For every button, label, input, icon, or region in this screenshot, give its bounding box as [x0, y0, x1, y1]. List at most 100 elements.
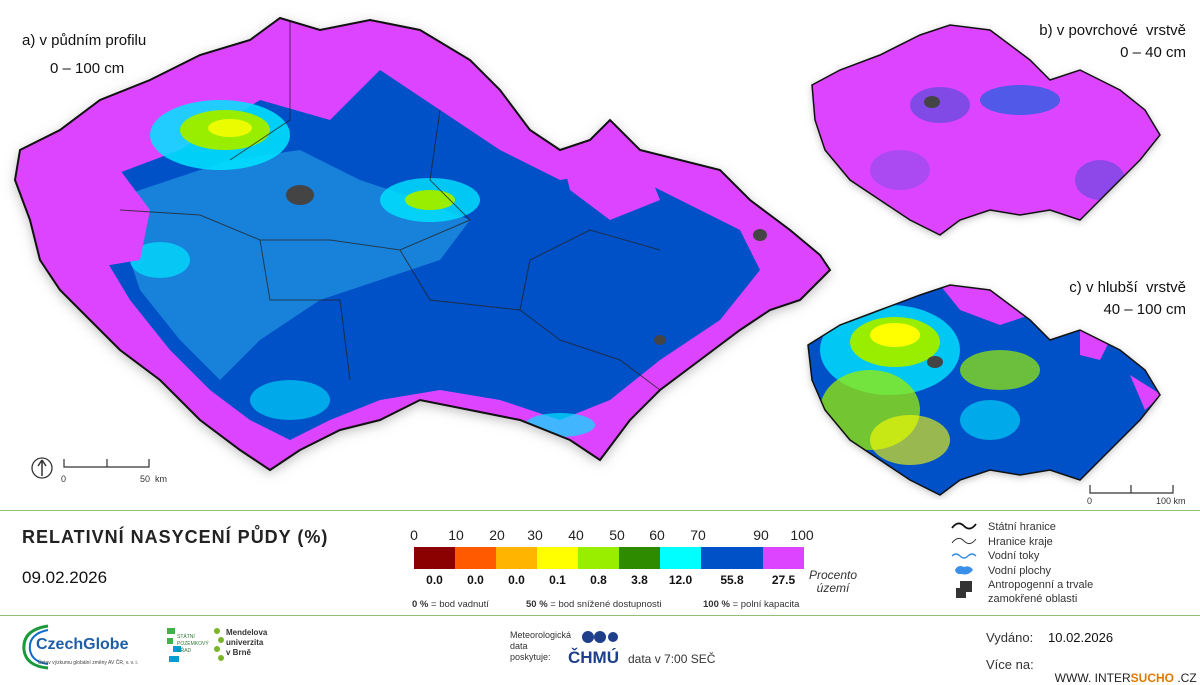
water-body-icon	[955, 566, 973, 575]
area-label: Procento území	[805, 569, 861, 595]
note-reduced-availability: 50 % = bod snížené dostupnosti	[526, 599, 661, 610]
url-suffix: .CZ	[1174, 671, 1197, 685]
panel-b-depth: 0 – 40 cm	[1120, 44, 1186, 61]
color-swatch	[578, 547, 619, 569]
data-time: data v 7:00 SEČ	[628, 652, 716, 666]
url-brand: SUCHO	[1130, 671, 1174, 685]
chmu-name: ČHMÚ	[568, 648, 619, 667]
note-value: 50 %	[526, 599, 548, 610]
legend-date: 09.02.2026	[22, 568, 108, 587]
panel-a-label: a) v půdním profilu	[22, 32, 147, 49]
color-swatch	[496, 547, 537, 569]
panel-a-title: a) v půdním profilu 0 – 100 cm	[22, 30, 146, 80]
legend-divider-top	[0, 510, 1200, 511]
scalebar-main-start: 0	[61, 474, 67, 484]
scale-tick: 60	[649, 527, 665, 543]
class-percent: 0.0	[508, 573, 525, 587]
note-text: = bod snížené dostupnosti	[550, 599, 662, 610]
color-swatch	[763, 547, 804, 569]
note-value: 100 %	[703, 599, 730, 610]
mendel-line2: univerzita	[226, 638, 264, 647]
percent-area-row: 0.0 0.0 0.0 0.1 0.8 3.8 12.0 55.8 27.5	[414, 573, 804, 589]
note-wilting-point: 0 % = bod vadnutí	[412, 599, 489, 610]
note-field-capacity: 100 % = polní kapacita	[703, 599, 799, 610]
czechglobe-name: CzechGlobe	[36, 636, 129, 653]
panel-c-depth: 40 – 100 cm	[1103, 301, 1186, 318]
scale-tick: 50	[609, 527, 625, 543]
surface-layer-map	[811, 24, 1161, 236]
panel-a-depth: 0 – 100 cm	[50, 60, 125, 77]
color-swatch	[455, 547, 496, 569]
spu-logo: STÁTNÍ POZEMKOVÝ ÚŘAD	[165, 624, 215, 672]
color-swatch	[660, 547, 701, 569]
issued-date: 10.02.2026	[1048, 630, 1114, 645]
main-soil-map	[13, 16, 832, 472]
scale-tick: 0	[410, 527, 418, 543]
provider-line3: poskytuje:	[510, 652, 551, 662]
scalebar-small-end: 100 km	[1156, 496, 1186, 506]
north-arrow-icon	[31, 457, 53, 479]
scale-tick: 40	[568, 527, 584, 543]
scale-tick: 30	[527, 527, 543, 543]
class-percent: 0.0	[426, 573, 443, 587]
class-percent: 0.0	[467, 573, 484, 587]
provider-line2: data	[510, 641, 528, 651]
color-swatch	[701, 547, 763, 569]
scalebar-small	[1089, 485, 1174, 494]
scalebar-main	[63, 459, 150, 468]
chmu-logo-icon	[582, 631, 618, 643]
more-label: Více na:	[986, 657, 1034, 672]
legend-water-bodies: Vodní plochy	[988, 565, 1051, 577]
legend-rivers: Vodní toky	[988, 550, 1040, 562]
spu-emblem-icon	[167, 628, 181, 662]
class-percent: 0.8	[590, 573, 607, 587]
spu-line3: ÚŘAD	[177, 648, 192, 654]
spu-line2: POZEMKOVÝ	[177, 641, 209, 647]
deep-layer-map	[807, 284, 1161, 496]
scalebar-small-start: 0	[1087, 496, 1093, 506]
class-percent: 27.5	[771, 573, 796, 587]
scale-tick: 20	[489, 527, 505, 543]
data-provider: Meteorologická data poskytuje:	[510, 630, 571, 663]
footer-divider	[0, 615, 1200, 616]
legend-anthropogenic: Antropogenní a trvale	[988, 579, 1094, 591]
area-label-line2: území	[816, 581, 850, 595]
panel-b-title: b) v povrchové vrstvě 0 – 40 cm	[1039, 20, 1186, 64]
region-border-icon	[951, 537, 977, 545]
spu-line1: STÁTNÍ	[177, 634, 195, 640]
czechglobe-subtitle: Ústav výzkumu globální změny AV ČR, v. v…	[38, 660, 139, 666]
area-label-line1: Procento	[808, 568, 858, 582]
legend-anthropogenic-cont: zamokřené oblasti	[988, 593, 1078, 605]
color-swatch	[537, 547, 578, 569]
panel-c-label: c) v hlubší vrstvě	[1069, 279, 1186, 296]
panel-c-title: c) v hlubší vrstvě 40 – 100 cm	[1069, 277, 1186, 321]
mendel-dots-icon	[214, 628, 224, 661]
mendel-logo: Mendelova univerzita v Brně	[212, 626, 282, 670]
mendel-line1: Mendelova	[226, 628, 268, 637]
color-scale-bar	[414, 547, 804, 569]
color-swatch	[414, 547, 455, 569]
note-value: 0 %	[412, 599, 429, 610]
scalebar-main-end: 50 km	[140, 474, 168, 484]
intersucho-link[interactable]: WWW. INTERSUCHO .CZ	[1048, 657, 1197, 685]
legend-region-border: Hranice kraje	[988, 536, 1053, 548]
mendel-line3: v Brně	[226, 648, 251, 657]
scale-tick: 90	[753, 527, 769, 543]
state-border-icon	[951, 522, 977, 530]
scale-tick: 70	[690, 527, 706, 543]
czechglobe-arc-icon	[22, 624, 49, 670]
legend-title: RELATIVNÍ NASYCENÍ PŮDY (%)	[22, 527, 329, 547]
panel-b-label: b) v povrchové vrstvě	[1039, 22, 1186, 39]
scale-tick: 10	[448, 527, 464, 543]
issued-label: Vydáno:	[986, 630, 1034, 645]
class-percent: 55.8	[720, 573, 744, 587]
class-percent: 3.8	[631, 573, 648, 587]
note-text: = polní kapacita	[732, 599, 800, 610]
color-swatch	[619, 547, 660, 569]
class-percent: 0.1	[549, 573, 566, 587]
class-percent: 12.0	[668, 573, 693, 587]
note-text: = bod vadnutí	[431, 599, 489, 610]
url-prefix: WWW. INTER	[1054, 671, 1131, 685]
scale-tick: 100	[790, 527, 814, 543]
czechglobe-logo: CzechGlobe Ústav výzkumu globální změny …	[18, 622, 158, 674]
